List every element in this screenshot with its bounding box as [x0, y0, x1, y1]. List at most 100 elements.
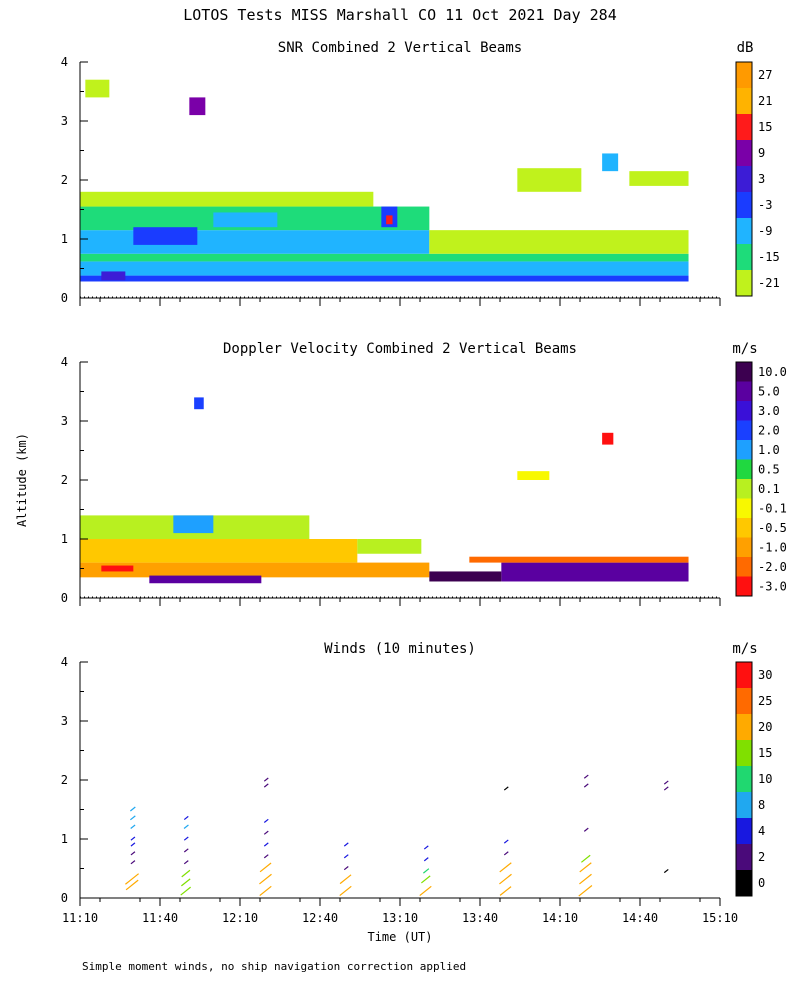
- wind-vector-5-1: [499, 873, 512, 885]
- wind-vector-0-2: [130, 860, 136, 865]
- colorbar-label: -1.0: [758, 540, 787, 554]
- y-tick-label: 3: [61, 114, 68, 128]
- wind-vector-5-2: [499, 862, 512, 873]
- colorbar-label: -0.5: [758, 521, 787, 535]
- colorbar-swatch: [736, 381, 752, 401]
- wind-vector-5-3: [503, 851, 509, 856]
- wind-vector-2-1: [259, 873, 272, 885]
- wind-vector-4-4: [423, 845, 429, 850]
- colorbar-label: 30: [758, 668, 772, 682]
- y-tick-label: 2: [61, 173, 68, 187]
- data-region-7: [101, 271, 126, 281]
- y-tick-label: 0: [61, 591, 68, 605]
- x-tick-label: 11:10: [62, 911, 98, 925]
- wind-vector-1-4: [183, 848, 189, 853]
- wind-vector-0-6: [130, 824, 136, 829]
- footnote: Simple moment winds, no ship navigation …: [82, 960, 466, 973]
- x-tick-label: 12:40: [302, 911, 338, 925]
- winds-panel-title: Winds (10 minutes): [324, 641, 476, 657]
- data-region-12: [189, 97, 206, 116]
- colorbar-label: -0.1: [758, 501, 787, 515]
- wind-vector-0-1: [125, 873, 139, 885]
- colorbar-swatch: [736, 192, 752, 218]
- wind-vector-3-4: [343, 842, 349, 847]
- wind-vector-1-5: [183, 836, 189, 841]
- colorbar-label: 0: [758, 876, 765, 890]
- x-tick-label: 15:10: [702, 911, 738, 925]
- wind-vector-6-5: [583, 783, 589, 788]
- y-tick-label: 0: [61, 891, 68, 905]
- colorbar-label: 2: [758, 850, 765, 864]
- data-region-11: [517, 471, 550, 480]
- data-region-4: [149, 575, 262, 584]
- colorbar-swatch: [736, 870, 752, 896]
- data-region-1: [80, 539, 358, 563]
- colorbar-label: 4: [758, 824, 765, 838]
- data-region-0: [80, 275, 689, 282]
- wind-vector-2-0: [259, 885, 272, 897]
- colorbar-swatch: [736, 459, 752, 479]
- colorbar-swatch: [736, 140, 752, 166]
- colorbar-label: 0.1: [758, 482, 780, 496]
- data-region-8: [357, 539, 422, 554]
- x-tick-label: 13:10: [382, 911, 418, 925]
- wind-vector-2-7: [263, 783, 269, 788]
- colorbar-label: 1.0: [758, 443, 780, 457]
- wind-vector-1-0: [180, 886, 192, 896]
- wind-vector-2-3: [263, 854, 269, 859]
- wind-vector-5-0: [499, 886, 512, 896]
- colorbar-swatch: [736, 818, 752, 844]
- data-region-9: [194, 397, 204, 410]
- colorbar-label: 0.5: [758, 462, 780, 476]
- colorbar-label: 10.0: [758, 365, 787, 379]
- data-region-12: [173, 515, 214, 534]
- x-tick-label: 11:40: [142, 911, 178, 925]
- wind-vector-2-6: [263, 818, 269, 823]
- colorbar-frame: [735, 361, 753, 597]
- wind-vector-4-0: [419, 885, 432, 897]
- figure-title: LOTOS Tests MISS Marshall CO 11 Oct 2021…: [183, 6, 616, 24]
- y-tick-label: 4: [61, 55, 68, 69]
- y-tick-label: 0: [61, 291, 68, 305]
- wind-vector-2-8: [263, 777, 269, 782]
- x-tick-label: 13:40: [462, 911, 498, 925]
- colorbar-label: 9: [758, 146, 765, 160]
- wind-vector-1-3: [183, 860, 189, 865]
- colorbar-swatch: [736, 114, 752, 140]
- colorbar-swatch: [736, 166, 752, 192]
- colorbar-swatch: [736, 440, 752, 460]
- colorbar-label: 21: [758, 94, 772, 108]
- colorbar-swatch: [736, 792, 752, 818]
- colorbar-swatch: [736, 662, 752, 688]
- wind-vector-2-2: [259, 862, 272, 873]
- winds-colorbar-unit: m/s: [732, 641, 757, 657]
- x-tick-label: 14:10: [542, 911, 578, 925]
- colorbar-swatch: [736, 844, 752, 870]
- colorbar-swatch: [736, 362, 752, 382]
- colorbar-label: 15: [758, 120, 772, 134]
- colorbar-swatch: [736, 479, 752, 499]
- doppler-colorbar-unit: m/s: [732, 341, 757, 357]
- data-region-11: [386, 215, 393, 225]
- wind-vector-0-0: [125, 879, 139, 891]
- wind-vector-0-5: [130, 836, 136, 841]
- x-tick-label: 12:10: [222, 911, 258, 925]
- colorbar-swatch: [736, 714, 752, 740]
- y-tick-label: 1: [61, 232, 68, 246]
- wind-vector-3-2: [343, 866, 349, 871]
- data-region-3: [80, 230, 430, 254]
- data-region-3: [101, 565, 134, 572]
- colorbar-label: 3.0: [758, 404, 780, 418]
- data-region-6: [429, 571, 502, 582]
- wind-vector-5-5: [503, 786, 509, 791]
- y-tick-label: 1: [61, 532, 68, 546]
- x-axis-label: Time (UT): [367, 930, 432, 944]
- wind-vector-5-4: [503, 839, 509, 844]
- data-region-13: [602, 153, 619, 172]
- data-region-14: [517, 168, 582, 192]
- colorbar-swatch: [736, 576, 752, 596]
- colorbar-label: 15: [758, 746, 772, 760]
- colorbar-swatch: [736, 270, 752, 296]
- wind-vector-3-0: [339, 885, 352, 897]
- colorbar-label: 2.0: [758, 423, 780, 437]
